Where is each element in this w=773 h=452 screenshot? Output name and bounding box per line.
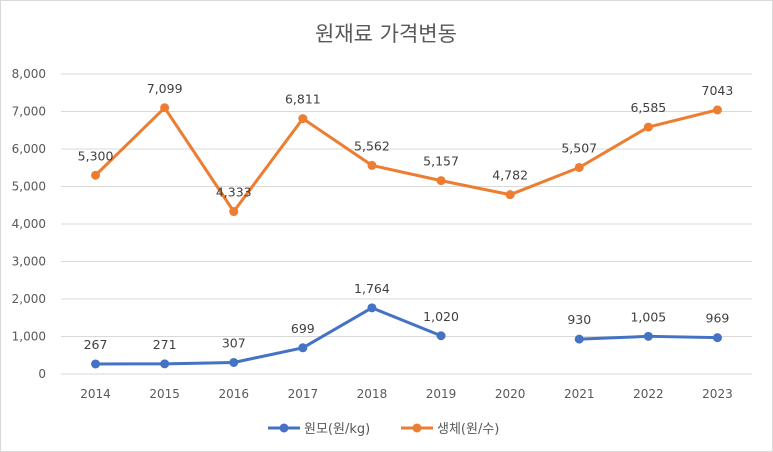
- series-layer: [91, 103, 722, 369]
- legend-marker: [412, 423, 422, 433]
- y-axis-tick-labels: 0 1,000 2,000 3,000 4,000 5,000 6,000 7,000 8,00…: [12, 67, 46, 381]
- data-point: [298, 114, 308, 124]
- data-label: 5,507: [561, 140, 597, 155]
- x-axis-tick-labels: 2014 2015 2016 2017 2018 2019 2020 2021 2022 2023: [80, 387, 732, 401]
- legend-marker: [279, 423, 289, 433]
- data-label: 5,562: [354, 138, 390, 153]
- data-label: 7,099: [147, 81, 183, 96]
- data-point: [160, 359, 170, 369]
- data-label: 1,020: [423, 309, 459, 324]
- x-tick-label: 2020: [495, 387, 526, 401]
- data-label: 307: [222, 335, 246, 350]
- y-tick-label: 8,000: [12, 67, 46, 81]
- x-tick-label: 2015: [149, 387, 180, 401]
- y-tick-label: 0: [38, 367, 46, 381]
- data-label: 699: [291, 321, 315, 336]
- x-tick-label: 2021: [564, 387, 595, 401]
- chart-title: 원재료 가격변동: [315, 22, 457, 46]
- x-tick-label: 2017: [288, 387, 319, 401]
- y-tick-label: 7,000: [12, 105, 46, 119]
- data-point: [298, 343, 308, 353]
- data-point: [91, 170, 101, 180]
- data-point: [643, 122, 653, 132]
- data-label: 4,333: [216, 185, 252, 200]
- data-label: 6,585: [630, 100, 666, 115]
- data-label: 6,811: [285, 92, 321, 107]
- data-label: 7043: [702, 83, 734, 98]
- data-point: [367, 160, 377, 170]
- data-point: [505, 190, 515, 200]
- legend-label: 생체(원/수): [437, 422, 499, 437]
- data-point: [91, 359, 101, 369]
- data-labels: 267 271 307 699 1,764 1,020 930 1,005 969 5,300 7,…: [78, 81, 734, 352]
- data-label: 4,782: [492, 168, 528, 183]
- data-point: [367, 303, 377, 313]
- series-line: [94, 106, 719, 214]
- legend: 원모(원/kg) 생체(원/수): [268, 422, 499, 437]
- series-0: [91, 303, 722, 369]
- y-tick-label: 3,000: [12, 255, 46, 269]
- legend-label: 원모(원/kg): [304, 422, 370, 437]
- data-point: [436, 176, 446, 186]
- y-tick-label: 6,000: [12, 142, 46, 156]
- y-tick-label: 4,000: [12, 217, 46, 231]
- data-point: [643, 331, 653, 341]
- data-point: [574, 334, 584, 344]
- x-tick-label: 2019: [426, 387, 457, 401]
- data-label: 930: [567, 312, 591, 327]
- series-1: [91, 103, 722, 217]
- data-label: 271: [153, 337, 177, 352]
- y-tick-label: 2,000: [12, 292, 46, 306]
- data-label: 1,005: [630, 309, 666, 324]
- data-point: [436, 331, 446, 341]
- data-point: [574, 162, 584, 172]
- legend-item: 생체(원/수): [401, 422, 499, 437]
- gridlines: [61, 73, 752, 375]
- x-tick-label: 2023: [702, 387, 733, 401]
- data-point: [712, 333, 722, 343]
- data-label: 969: [706, 311, 730, 326]
- x-tick-label: 2022: [633, 387, 664, 401]
- data-point: [229, 357, 239, 367]
- data-label: 5,300: [78, 148, 114, 163]
- x-tick-label: 2016: [218, 387, 249, 401]
- x-tick-label: 2018: [357, 387, 388, 401]
- data-label: 267: [84, 337, 108, 352]
- data-point: [229, 207, 239, 217]
- data-label: 1,764: [354, 281, 390, 296]
- legend-item: 원모(원/kg): [268, 422, 370, 437]
- x-tick-label: 2014: [80, 387, 111, 401]
- data-point: [160, 103, 170, 113]
- data-label: 5,157: [423, 154, 459, 169]
- series-line: [94, 306, 443, 366]
- y-tick-label: 1,000: [12, 330, 46, 344]
- data-point: [712, 105, 722, 115]
- y-tick-label: 5,000: [12, 180, 46, 194]
